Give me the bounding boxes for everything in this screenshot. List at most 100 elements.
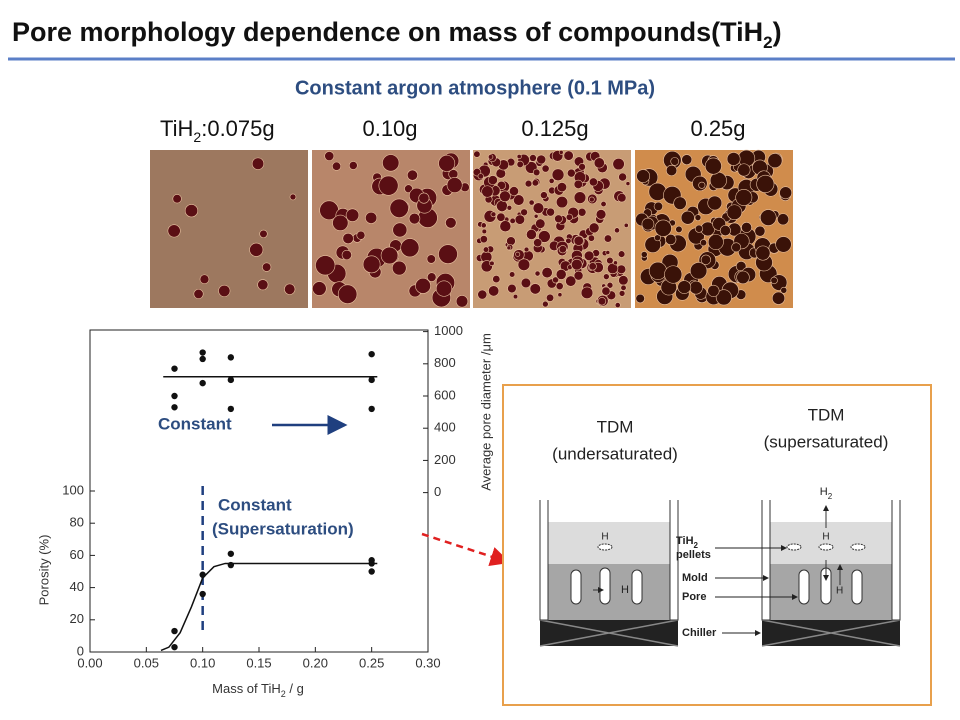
x-axis-label: Mass of TiH2 / g [212,681,304,699]
pore [665,233,677,246]
pore [771,291,786,305]
pore [618,172,627,182]
pore [199,274,210,285]
annotation: Constant [158,414,232,433]
pore [496,200,508,212]
pore [512,293,519,300]
pore [556,182,567,193]
pore [680,210,695,225]
y-tick-label: 100 [62,482,84,497]
pore [514,214,525,225]
pore [557,292,563,298]
data-point [199,355,206,363]
pore [641,217,655,231]
pore [653,201,663,211]
data-point [199,349,206,356]
pore [588,222,600,234]
pore [654,234,661,242]
pore [415,277,431,294]
subtitle: Constant argon atmosphere (0.1 MPa) [295,77,655,99]
pore [755,245,771,261]
pore [541,164,550,173]
pore [555,282,564,291]
pore [779,186,793,200]
pore [704,157,722,175]
pore [499,190,511,203]
pore [496,212,506,222]
data-point [368,350,375,358]
pore [617,193,627,203]
pore [516,160,524,168]
part-label: TiH2 [676,535,699,550]
pore [603,234,613,243]
pore [528,199,535,206]
pore [315,255,336,276]
pore [507,283,517,294]
pore [509,217,516,224]
vessel-left [539,500,679,647]
pore [426,272,437,282]
annotation: Constant [218,495,292,514]
pore [515,251,521,257]
data-point [171,365,178,372]
pore [715,289,732,306]
x-tick-label: 0.10 [190,655,215,670]
pore [534,270,541,277]
pore [670,157,680,166]
pore [635,293,645,304]
pore [345,208,360,222]
y-tick-label: 20 [70,611,84,626]
pore [775,236,792,253]
pore [446,177,463,193]
pore [289,193,297,201]
pore [523,246,530,253]
pore [780,286,788,294]
part-label: pellets [676,549,711,561]
pore [404,184,413,194]
pore [391,260,407,276]
x-tick-label: 0.05 [134,655,159,670]
pore [573,191,587,204]
pore [545,293,555,302]
pore [587,234,595,242]
pore [566,168,576,178]
pore [332,161,342,171]
pore [167,224,181,238]
pore [620,284,627,291]
data-point [368,405,375,413]
species-label: H [621,584,629,596]
x-tick-label: 0.00 [77,655,102,670]
pore [516,154,522,160]
pore [341,249,352,261]
data-point [368,568,375,575]
pore [623,222,629,228]
pore [601,286,611,296]
pore [406,169,418,181]
pore [529,154,537,162]
pore [741,222,752,233]
y2-tick-label: 600 [434,387,456,402]
pore [481,185,494,198]
pore [573,179,583,189]
slide-title: Pore morphology dependence on mass of co… [12,17,782,52]
pore [332,214,349,231]
annotation: (Supersaturation) [212,519,354,538]
pore [664,265,683,284]
pore [455,295,469,308]
pore [400,238,420,258]
pore [618,275,629,286]
pore [520,208,528,217]
part-leaders [715,545,798,636]
pore [538,230,551,243]
pore [513,194,525,206]
pore [735,189,753,206]
pore [482,246,490,253]
link-arrow [421,532,511,567]
pore [707,284,720,297]
pore [531,179,539,187]
pore [563,150,574,161]
part-label: Pore [682,591,706,603]
pore [389,198,409,218]
pore [548,178,555,184]
pore [731,242,742,253]
